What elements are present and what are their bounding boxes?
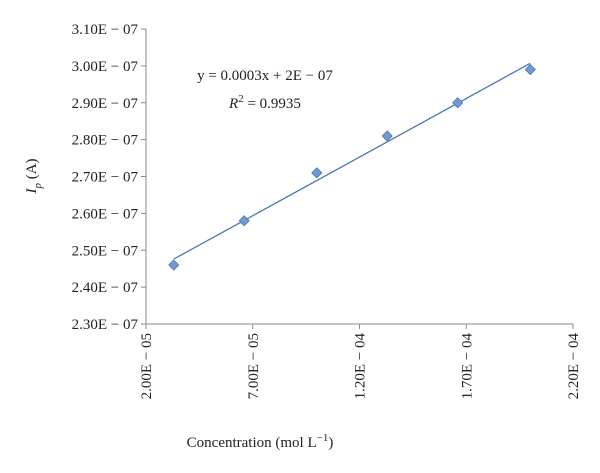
y-tick-label: 2.60E − 07: [72, 206, 139, 222]
x-tick-label: 1.70E − 04: [459, 333, 475, 400]
x-label-sup: −1: [317, 432, 329, 444]
y-label-text: I: [24, 188, 40, 195]
point: [311, 167, 323, 179]
x-label-end: ): [328, 435, 333, 451]
y-tick-label: 3.00E − 07: [72, 59, 139, 75]
y-tick-label: 2.30E − 07: [72, 317, 139, 333]
y-tick-label: 2.70E − 07: [72, 170, 139, 186]
x-tick-label: 7.00E − 05: [246, 333, 262, 399]
trendline: [173, 62, 531, 260]
y-tick-label: 2.90E − 07: [72, 96, 139, 112]
x-label-text: Concentration (mol L: [187, 435, 317, 451]
x-tick-label: 2.00E − 05: [139, 333, 155, 399]
equation: y = 0.0003x + 2E − 07: [197, 68, 333, 84]
point: [238, 215, 250, 227]
r-squared: R2 = 0.9935: [228, 93, 301, 112]
point: [524, 63, 536, 76]
r-value: = 0.9935: [244, 96, 301, 112]
point: [381, 130, 393, 142]
r-sup: 2: [238, 93, 244, 105]
y-tick-label: 2.50E − 07: [72, 243, 139, 259]
y-label-end: (A): [24, 158, 40, 183]
x-axis-label: Concentration (mol L−1): [187, 432, 334, 451]
point: [168, 259, 180, 271]
y-tick-label: 2.80E − 07: [72, 133, 139, 149]
y-tick-label: 3.10E − 07: [72, 22, 139, 38]
r-text: R: [228, 96, 238, 112]
y-label-sub: p: [32, 183, 44, 190]
x-tick-label: 2.20E − 04: [566, 333, 582, 400]
point: [452, 97, 464, 109]
y-tick-label: 2.40E − 07: [72, 280, 139, 296]
y-axis-label: Ip (A): [24, 158, 44, 194]
x-tick-label: 1.20E − 04: [353, 333, 369, 400]
